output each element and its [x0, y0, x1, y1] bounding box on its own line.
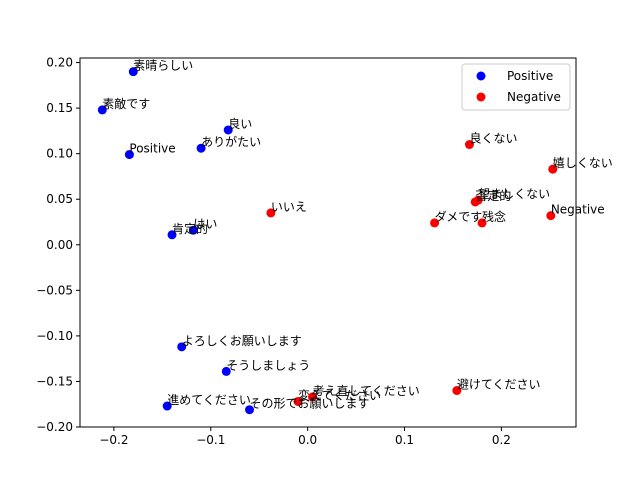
- point-label: 考え直してください: [313, 384, 420, 398]
- y-tick-label: 0.20: [46, 56, 73, 70]
- y-tick-label: 0.10: [46, 147, 73, 161]
- point-label: 避けてください: [457, 378, 541, 392]
- point-label: 望ましくない: [478, 187, 550, 201]
- data-point-negative: [548, 164, 558, 174]
- point-label: よろしくお願いします: [182, 334, 302, 348]
- point-label: 肯定的: [172, 221, 208, 236]
- y-tick-label: 0.05: [46, 192, 73, 206]
- legend-marker-negative: [476, 92, 486, 102]
- y-tick-label: 0.00: [46, 238, 73, 252]
- y-axis: −0.20 −0.15 −0.10 −0.05 0.00 0.05 0.10 0.15 0.20: [36, 56, 80, 434]
- data-point-positive: [221, 366, 231, 376]
- point-label: Negative: [551, 203, 605, 217]
- y-tick-label: 0.15: [46, 101, 73, 115]
- x-tick-label: 0.1: [395, 433, 414, 447]
- data-point-positive: [188, 225, 198, 235]
- data-point-positive: [162, 401, 172, 411]
- point-label: 変えてください: [298, 387, 381, 402]
- point-label: ありがたい: [201, 134, 261, 149]
- data-point-negative: [293, 396, 303, 406]
- legend-box: [461, 63, 571, 111]
- point-label: 良くない: [469, 131, 517, 146]
- data-point-positive: [245, 405, 255, 415]
- data-point-positive: [167, 230, 177, 240]
- point-label: はい: [193, 217, 217, 231]
- y-tick-label: −0.05: [36, 283, 73, 297]
- data-point-negative: [452, 386, 462, 396]
- x-tick-label: −0.1: [196, 433, 225, 447]
- point-label: 素晴らしい: [133, 59, 193, 73]
- data-point-negative: [308, 392, 317, 402]
- x-tick-label: −0.2: [99, 433, 128, 447]
- x-axis: −0.2 −0.1 0.0 0.1 0.2: [99, 427, 511, 447]
- data-point-negative: [464, 140, 474, 150]
- data-point-positive: [124, 150, 134, 160]
- point-label: 残念: [482, 209, 506, 224]
- legend: Positive Negative: [461, 63, 571, 111]
- data-point-negative: [266, 208, 276, 218]
- data-point-positive: [97, 105, 107, 115]
- data-point-negative: [473, 195, 483, 205]
- data-point-negative: [477, 218, 487, 228]
- plot-frame: [79, 57, 577, 428]
- points-layer: [97, 67, 558, 415]
- data-point-negative: [430, 218, 440, 228]
- y-tick-label: −0.15: [36, 374, 73, 388]
- x-tick-label: 0.2: [492, 433, 511, 447]
- point-label: 否定的: [475, 188, 511, 203]
- x-tick-label: 0.0: [298, 433, 317, 447]
- data-point-positive: [223, 125, 233, 135]
- data-point-positive: [128, 67, 138, 77]
- data-point-positive: [177, 342, 187, 352]
- point-label: Positive: [129, 142, 175, 156]
- point-label: ダメです: [435, 209, 483, 224]
- legend-marker-positive: [476, 71, 486, 81]
- legend-label-negative: Negative: [507, 90, 561, 104]
- point-label: その形でお願いします: [250, 397, 370, 411]
- data-point-positive: [196, 143, 206, 153]
- point-label: 素敵です: [102, 96, 150, 111]
- point-label: そうしましょう: [226, 358, 310, 372]
- point-label: 進めてください: [167, 393, 251, 407]
- point-label: いいえ: [271, 200, 307, 214]
- y-tick-label: −0.10: [36, 329, 73, 343]
- data-point-negative: [546, 211, 556, 221]
- point-label: 嬉しくない: [553, 156, 613, 170]
- point-label: 良い: [228, 116, 252, 131]
- y-tick-label: −0.20: [36, 420, 73, 434]
- legend-label-positive: Positive: [507, 69, 553, 83]
